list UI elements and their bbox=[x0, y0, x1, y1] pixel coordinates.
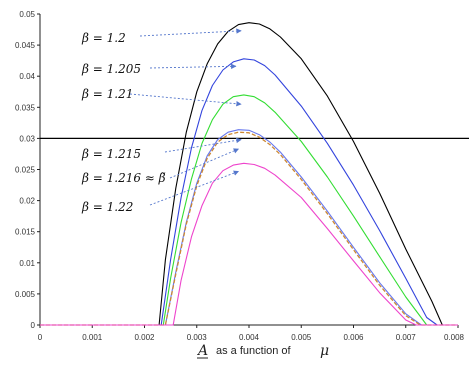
series-line bbox=[40, 94, 458, 326]
y-tick-label: 0.045 bbox=[15, 41, 36, 50]
annotation-arrow bbox=[139, 28, 242, 37]
annotation-arrow bbox=[169, 148, 240, 179]
xlabel-variable-mu: μ bbox=[320, 343, 329, 359]
y-tick-label: 0.01 bbox=[19, 259, 35, 268]
series-label: β = 1.216 ≈ β̃ bbox=[81, 171, 166, 185]
axes: 0 0.005 0.01 0.015 0.02 0.025 0.03 0.035 0.04 0.0… bbox=[15, 10, 465, 342]
x-tick-label: 0 bbox=[38, 333, 43, 342]
x-tick-label: 0.006 bbox=[343, 333, 364, 342]
series-line bbox=[40, 162, 458, 326]
series-layer bbox=[40, 22, 458, 326]
series-label: β = 1.215 bbox=[81, 147, 141, 161]
y-tick-label: 0.035 bbox=[15, 103, 36, 112]
xlabel-variable-a: A bbox=[196, 343, 208, 359]
x-tick-label: 0.002 bbox=[134, 333, 155, 342]
x-tick-label: 0.005 bbox=[291, 333, 312, 342]
xlabel-text: as a function of bbox=[216, 345, 292, 357]
annotation-arrow bbox=[164, 137, 242, 153]
x-tick-label: 0.003 bbox=[187, 333, 208, 342]
series-label: β = 1.205 bbox=[81, 62, 141, 76]
y-tick-label: 0.04 bbox=[19, 72, 35, 81]
x-tick-label: 0.004 bbox=[239, 333, 260, 342]
series-line bbox=[40, 58, 458, 326]
annotation-arrow bbox=[149, 63, 237, 70]
x-tick-label: 0.008 bbox=[444, 333, 465, 342]
y-tick-label: 0.015 bbox=[15, 228, 36, 237]
series-label: β = 1.21 bbox=[81, 87, 133, 101]
annotation-layer: β = 1.2 β = 1.205 β = 1.21 β = 1.215 β = 1.2… bbox=[81, 28, 242, 214]
series-label: β = 1.2 bbox=[81, 31, 126, 45]
annotation-arrow bbox=[129, 93, 242, 107]
y-tick-label: 0.03 bbox=[19, 134, 35, 143]
x-tick-label: 0.007 bbox=[396, 333, 417, 342]
y-tick-label: 0.025 bbox=[15, 166, 36, 175]
x-tick-label: 0.001 bbox=[82, 333, 103, 342]
series-line bbox=[40, 22, 458, 326]
y-tick-label: 0 bbox=[31, 321, 36, 330]
y-tick-label: 0.005 bbox=[15, 290, 36, 299]
y-tick-label: 0.02 bbox=[19, 197, 35, 206]
series-label: β = 1.22 bbox=[81, 200, 133, 214]
series-line bbox=[40, 131, 458, 326]
y-tick-label: 0.05 bbox=[19, 10, 35, 19]
